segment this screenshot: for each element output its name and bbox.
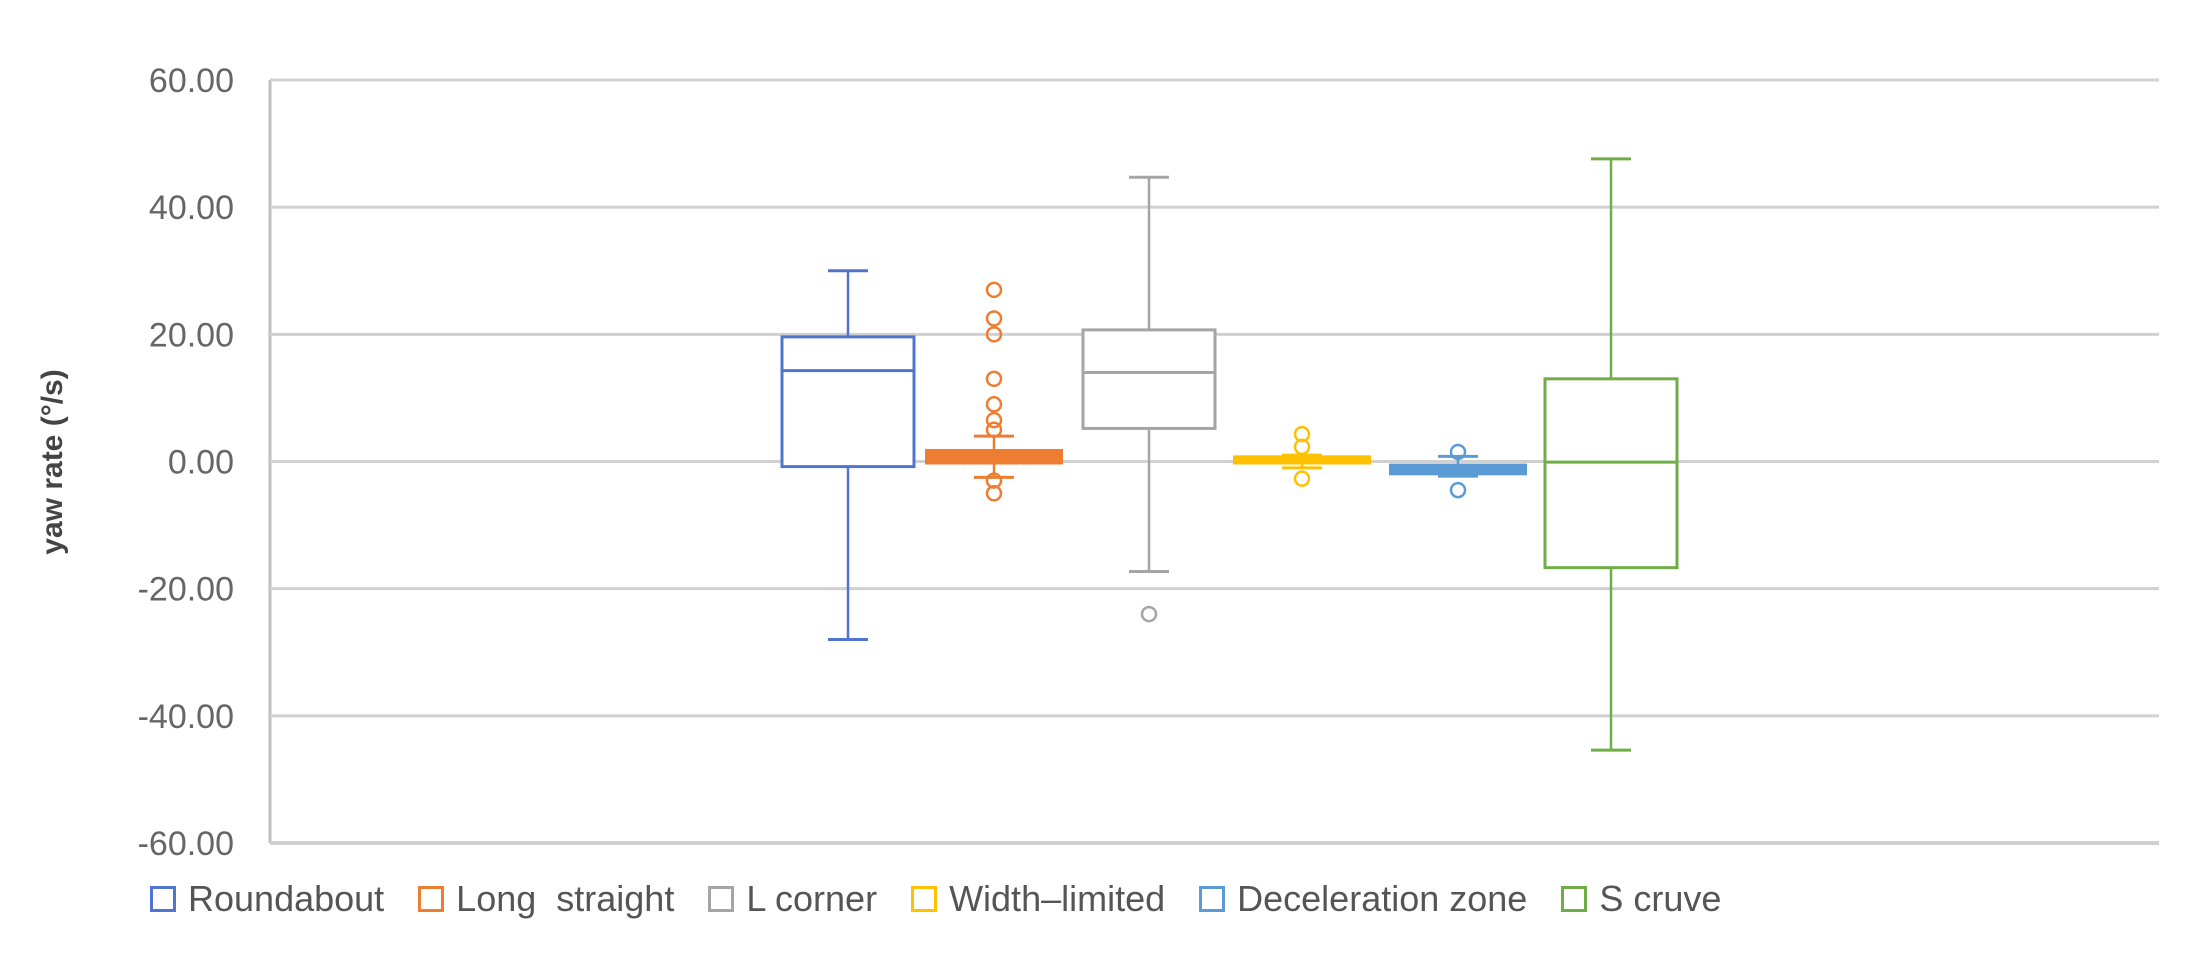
legend-item: Deceleration zone — [1199, 878, 1527, 920]
y-tick-label: -20.00 — [138, 571, 234, 609]
box-s-cruve — [1543, 157, 1679, 752]
legend-swatch-icon — [418, 886, 445, 912]
iqr-box — [780, 335, 916, 469]
gridlines — [268, 78, 2159, 845]
outlier-point — [985, 396, 1003, 413]
outlier-point — [985, 485, 1003, 502]
box-long-straight — [925, 281, 1063, 502]
y-tick-label: 0.00 — [168, 444, 234, 482]
legend-label: Long straight — [456, 878, 675, 919]
y-axis-ticks: 60.00 40.00 20.00 0.00 -20.00 -40.00 -60.00 — [138, 62, 234, 863]
outlier-point — [985, 281, 1003, 299]
box-plot: 60.00 40.00 20.00 0.00 -20.00 -40.00 -60.00 ya… — [36, 62, 2159, 863]
y-tick-label: -40.00 — [138, 698, 234, 736]
outlier-point — [1293, 470, 1311, 487]
outlier-point — [1293, 425, 1311, 443]
legend: Roundabout Long straight L corner Width–lim… — [150, 878, 1721, 920]
legend-item: L corner — [708, 878, 877, 920]
legend-swatch-icon — [911, 886, 938, 912]
iqr-box — [1543, 377, 1679, 570]
legend-item: S cruve — [1561, 878, 1721, 920]
legend-item: Width–limited — [911, 878, 1165, 920]
y-tick-label: 20.00 — [149, 316, 234, 354]
outlier-point — [985, 411, 1003, 429]
outlier-point — [985, 310, 1003, 327]
legend-label: Roundabout — [188, 878, 385, 919]
legend-label: Deceleration zone — [1237, 878, 1528, 919]
outlier-point — [985, 472, 1003, 489]
legend-swatch-icon — [1199, 886, 1226, 912]
outlier-point — [1449, 481, 1467, 499]
y-tick-label: 40.00 — [149, 189, 234, 227]
legend-swatch-icon — [1561, 886, 1588, 912]
y-tick-label: 60.00 — [149, 62, 234, 100]
legend-swatch-icon — [150, 886, 176, 912]
boxes — [780, 157, 1679, 752]
outlier-point — [985, 370, 1003, 388]
outlier-point — [1449, 443, 1467, 461]
outlier-point — [985, 421, 1003, 438]
outlier-point — [1293, 438, 1311, 456]
outlier-point — [985, 326, 1003, 343]
box-deceleration-zone — [1389, 443, 1527, 499]
legend-swatch-icon — [708, 886, 735, 912]
legend-item: Roundabout — [150, 878, 384, 920]
legend-label: S cruve — [1599, 878, 1722, 919]
box-roundabout — [780, 269, 916, 642]
box-l-corner — [1081, 175, 1217, 623]
y-axis-label: yaw rate (°/s) — [36, 369, 69, 554]
legend-label: L corner — [746, 878, 878, 919]
legend-label: Width–limited — [949, 878, 1166, 919]
legend-item: Long straight — [418, 878, 674, 920]
iqr-box — [1081, 328, 1217, 430]
box-width-limited — [1233, 425, 1371, 487]
outlier-point — [1140, 605, 1158, 623]
y-tick-label: -60.00 — [138, 825, 234, 863]
